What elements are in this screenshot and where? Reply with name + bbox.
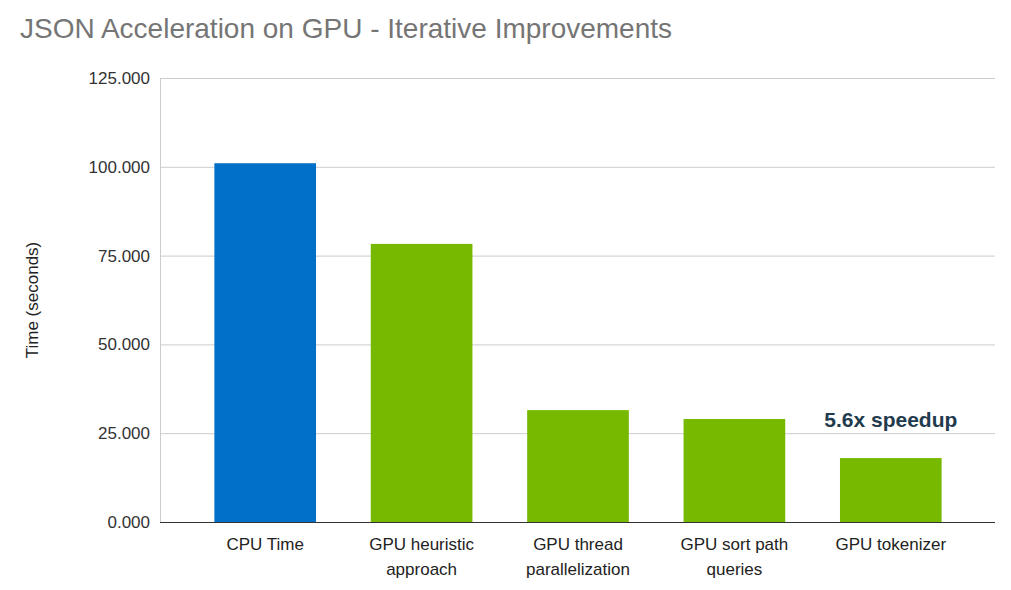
x-axis-line — [160, 522, 995, 523]
x-tick: GPU thread parallelization — [526, 535, 630, 579]
title: JSON Acceleration on GPU - Iterative Imp… — [20, 13, 672, 44]
x-tick: GPU heuristic approach — [369, 535, 474, 579]
x-tick-label-line: approach — [386, 560, 457, 579]
x-tick-label-line: GPU sort path — [681, 535, 789, 554]
x-tick-label-line: GPU heuristic — [369, 535, 474, 554]
x-tick-label-line: CPU Time — [226, 535, 303, 554]
grid-line — [160, 522, 995, 523]
grid-line — [160, 78, 995, 79]
chart: JSON Acceleration on GPU - Iterative Imp… — [0, 0, 1011, 590]
bar — [371, 244, 473, 522]
y-tick-label: 125.000 — [89, 69, 150, 88]
y-axis-line — [161, 79, 996, 523]
x-tick-label: GPU thread parallelization — [526, 535, 630, 579]
y-tick-label: 75.000 — [98, 247, 150, 266]
bar — [840, 458, 942, 522]
bars — [214, 163, 941, 522]
x-tick-label-line: parallelization — [526, 560, 630, 579]
x-tick-label: GPU sort path queries — [681, 535, 789, 579]
bar — [684, 419, 786, 522]
x-axis: CPU Time GPU heuristic approach GPU thread p… — [160, 523, 995, 579]
x-tick-label: GPU tokenizer — [836, 535, 947, 554]
y-tick-label: 50.000 — [98, 335, 150, 354]
y-tick: 125.000 — [89, 69, 995, 88]
y-tick-label: 25.000 — [98, 424, 150, 443]
x-tick: GPU tokenizer — [836, 535, 947, 554]
x-tick-label: GPU heuristic approach — [369, 535, 474, 579]
y-tick-label: 100.000 — [89, 158, 150, 177]
bar — [214, 163, 316, 522]
y-axis: 0.000 25.000 50.000 75.000 100.000 125.000 — [89, 69, 995, 532]
x-tick-label-line: GPU thread — [533, 535, 623, 554]
bar — [527, 410, 629, 522]
x-tick-label-line: queries — [707, 560, 763, 579]
annotation: 5.6x speedup — [824, 408, 957, 431]
x-tick-label-line: GPU tokenizer — [836, 535, 947, 554]
y-axis-title: Time (seconds) — [23, 242, 42, 359]
y-tick-label: 0.000 — [107, 513, 150, 532]
x-tick-label: CPU Time — [226, 535, 303, 554]
x-tick: GPU sort path queries — [681, 535, 789, 579]
x-tick: CPU Time — [226, 535, 303, 554]
